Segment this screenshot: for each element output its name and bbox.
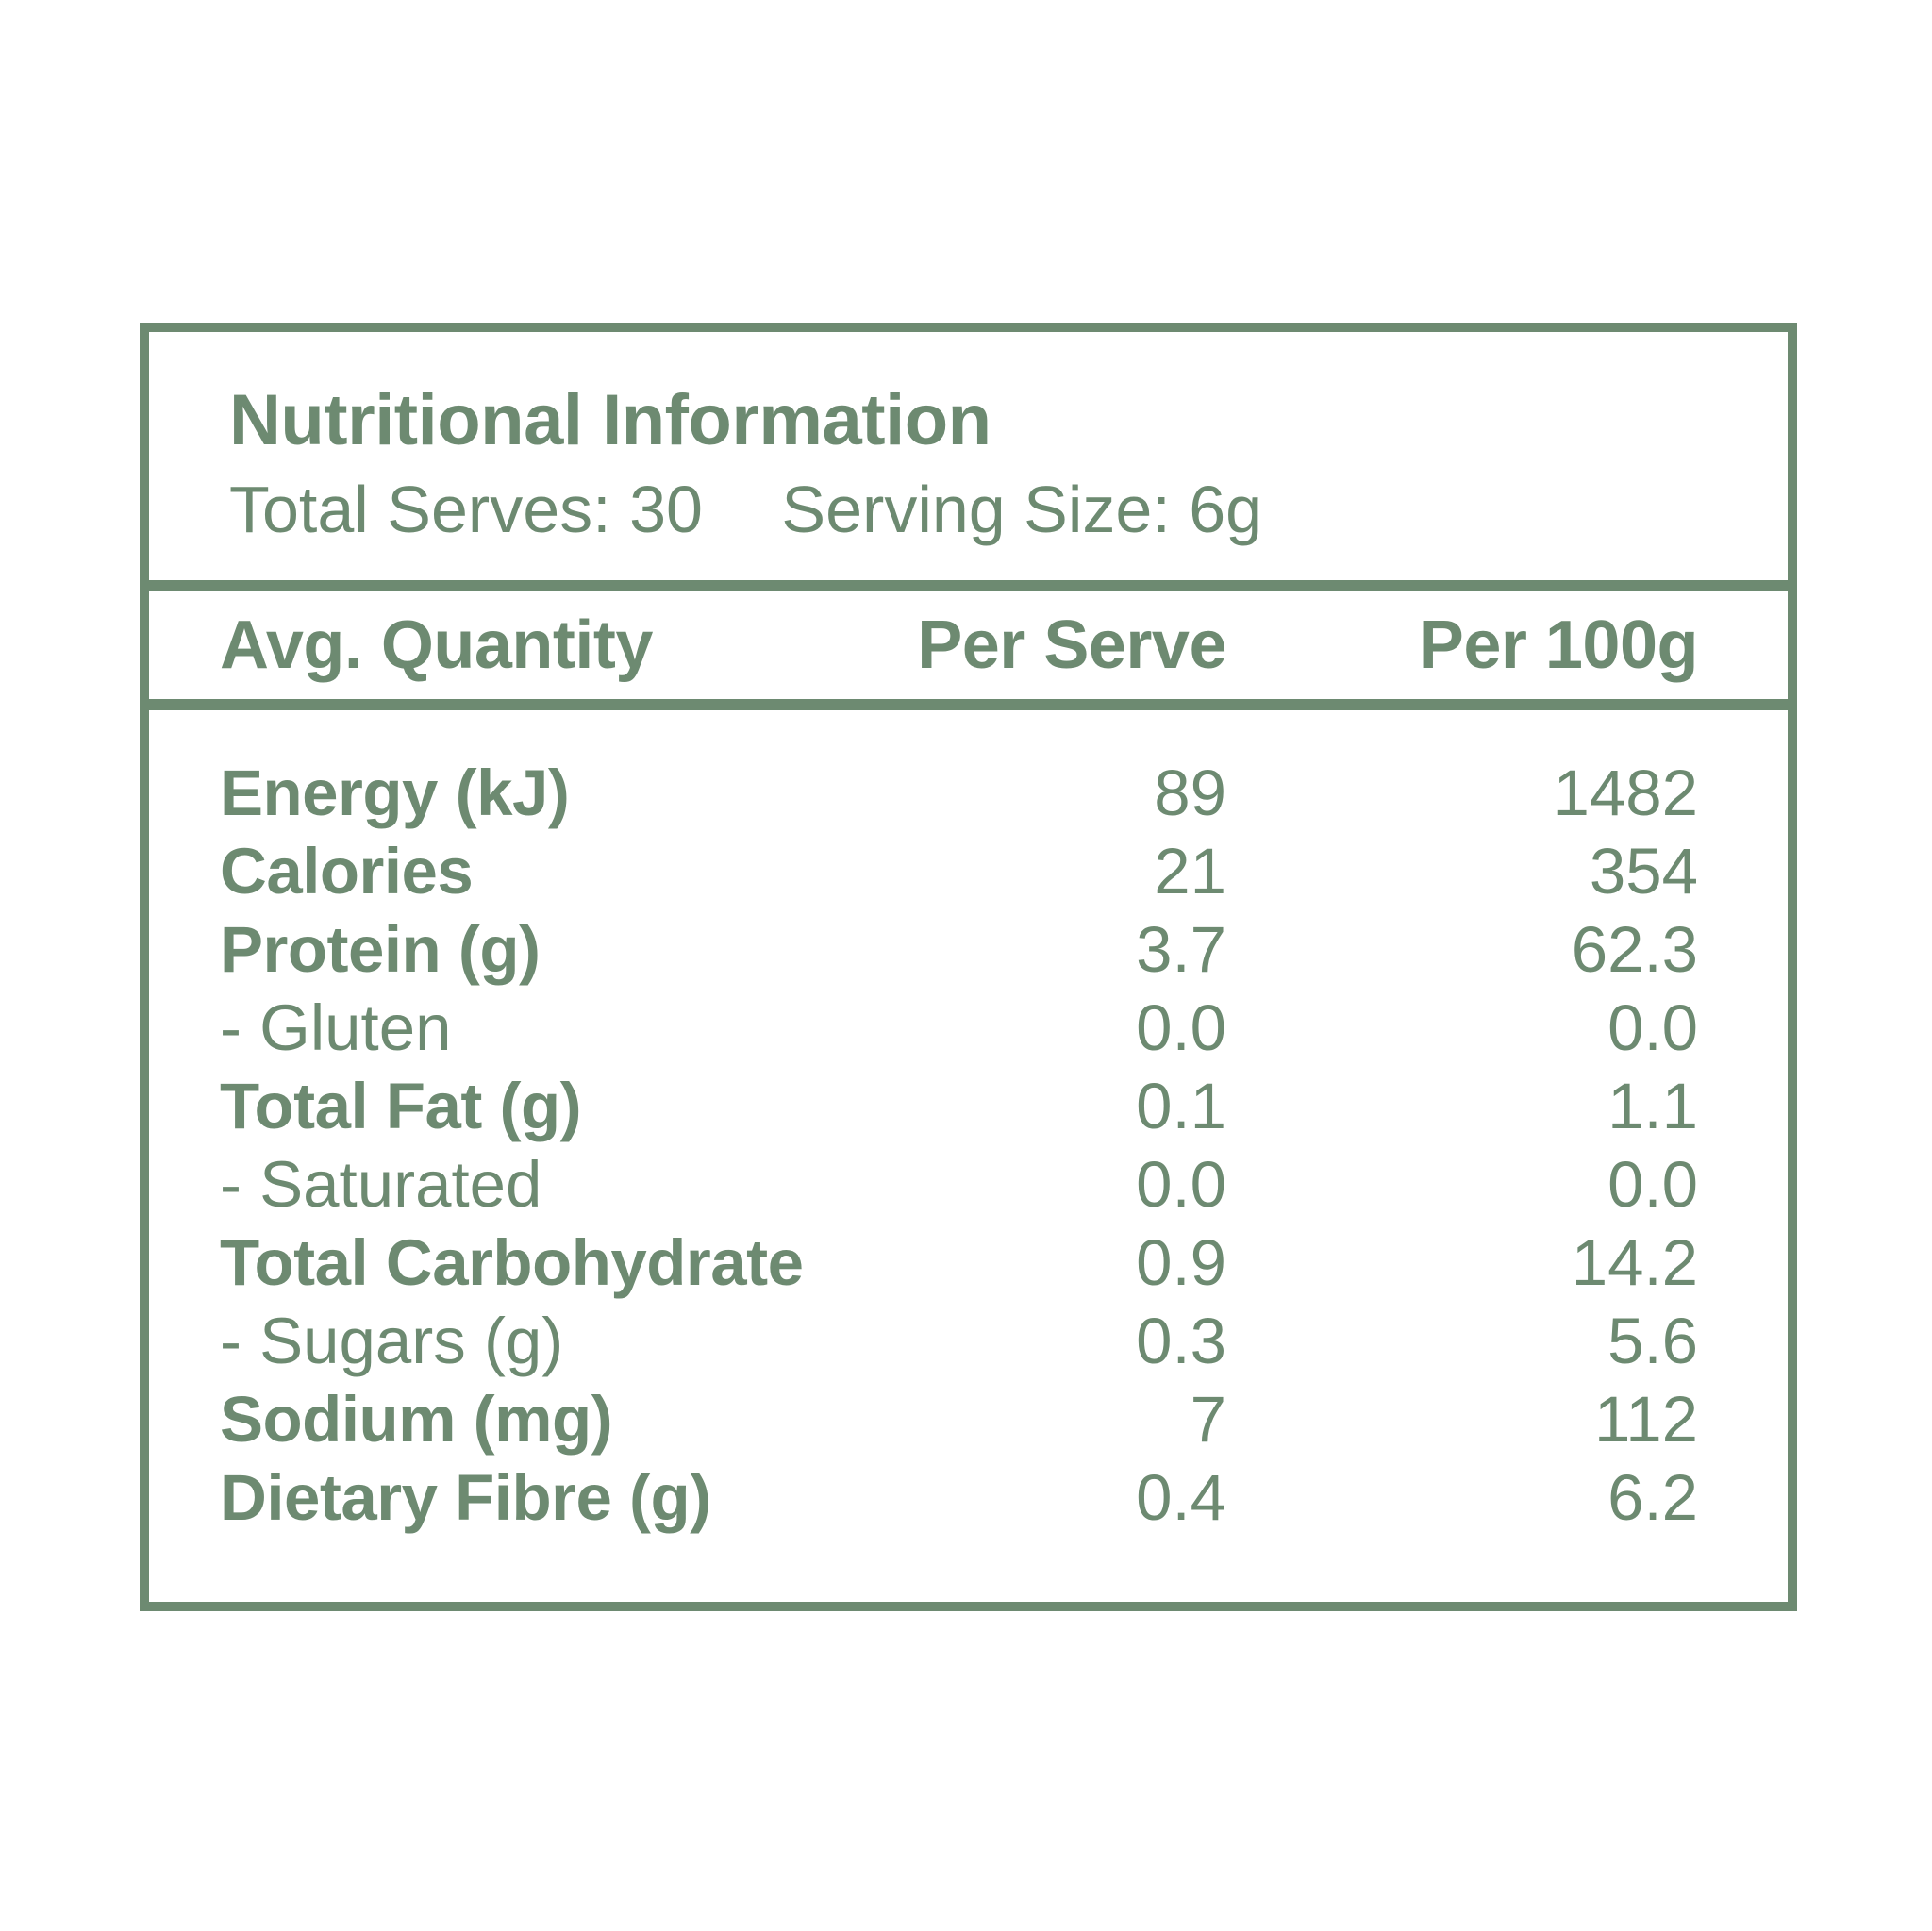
title-section: Nutritional Information Total Serves: 30… (149, 332, 1788, 580)
per-serve-value: 7 (1190, 1383, 1226, 1456)
table-row-total-carbohydrate: Total Carbohydrate 0.9 14.2 (220, 1224, 1698, 1302)
divider-below-header (149, 699, 1788, 710)
header-per-serve: Per Serve (917, 608, 1226, 683)
per-100g-value: 6.2 (1607, 1461, 1698, 1534)
nutrient-name: Calories (220, 835, 474, 907)
nutrient-name: Sodium (mg) (220, 1383, 613, 1456)
per-100g-value: 0.0 (1607, 991, 1698, 1064)
table-header-row: Avg. Quantity Per Serve Per 100g (149, 591, 1788, 699)
table-row-gluten: - Gluten 0.0 0.0 (220, 989, 1698, 1067)
panel-title: Nutritional Information (229, 380, 991, 460)
nutrient-table-body: Energy (kJ) 89 1482 Calories 21 354 Prot… (149, 710, 1788, 1602)
per-serve-value: 0.9 (1136, 1226, 1226, 1299)
table-row-saturated: - Saturated 0.0 0.0 (220, 1145, 1698, 1224)
nutrient-name: Protein (g) (220, 913, 541, 986)
per-100g-value: 0.0 (1607, 1148, 1698, 1221)
nutrient-name: Dietary Fibre (g) (220, 1461, 711, 1534)
table-row-dietary-fibre: Dietary Fibre (g) 0.4 6.2 (220, 1458, 1698, 1537)
serving-info: Total Serves: 30 Serving Size: 6g (229, 472, 1707, 546)
per-100g-value: 62.3 (1571, 913, 1698, 986)
per-100g-value: 14.2 (1571, 1226, 1698, 1299)
header-avg-quantity: Avg. Quantity (220, 608, 653, 683)
per-serve-value: 0.0 (1136, 991, 1226, 1064)
per-serve-value: 0.3 (1136, 1305, 1226, 1377)
nutrient-name: - Gluten (220, 991, 452, 1064)
table-row-energy: Energy (kJ) 89 1482 (220, 754, 1698, 832)
total-serves-text: Total Serves: 30 (229, 472, 703, 546)
nutrition-panel: Nutritional Information Total Serves: 30… (140, 323, 1797, 1611)
table-row-protein: Protein (g) 3.7 62.3 (220, 910, 1698, 989)
header-per-100g: Per 100g (1418, 608, 1699, 683)
nutrient-name: - Sugars (g) (220, 1305, 564, 1377)
table-row-sodium: Sodium (mg) 7 112 (220, 1380, 1698, 1458)
per-serve-value: 89 (1154, 757, 1226, 829)
per-serve-value: 3.7 (1136, 913, 1226, 986)
per-100g-value: 112 (1593, 1383, 1698, 1456)
per-100g-value: 1482 (1553, 757, 1699, 829)
divider-above-header (149, 580, 1788, 591)
table-row-total-fat: Total Fat (g) 0.1 1.1 (220, 1067, 1698, 1145)
nutrient-name: - Saturated (220, 1148, 542, 1221)
per-100g-value: 354 (1589, 835, 1698, 907)
per-100g-value: 1.1 (1607, 1070, 1698, 1142)
per-serve-value: 0.4 (1136, 1461, 1226, 1534)
per-serve-value: 0.0 (1136, 1148, 1226, 1221)
nutrient-name: Total Carbohydrate (220, 1226, 804, 1299)
per-100g-value: 5.6 (1607, 1305, 1698, 1377)
table-row-calories: Calories 21 354 (220, 832, 1698, 910)
per-serve-value: 0.1 (1136, 1070, 1226, 1142)
serving-size-text: Serving Size: 6g (781, 472, 1263, 546)
nutrient-name: Total Fat (g) (220, 1070, 582, 1142)
table-row-sugars: - Sugars (g) 0.3 5.6 (220, 1302, 1698, 1380)
per-serve-value: 21 (1154, 835, 1226, 907)
nutrient-name: Energy (kJ) (220, 757, 570, 829)
